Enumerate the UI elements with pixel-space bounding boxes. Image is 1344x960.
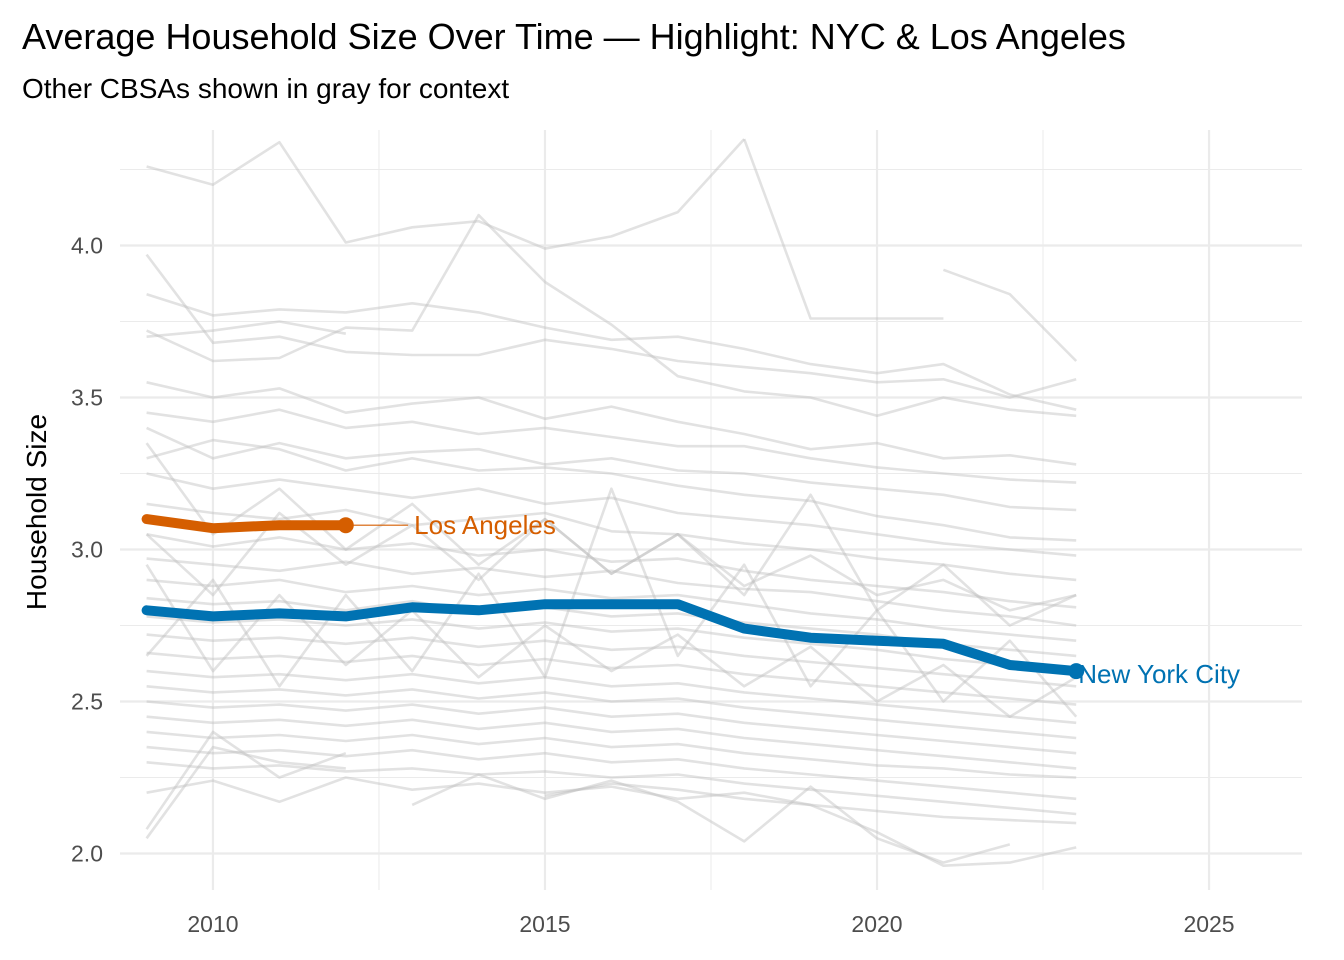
y-axis-title: Household Size [21, 414, 52, 610]
x-tick-label: 2020 [851, 911, 902, 937]
context-series-line [146, 426, 1077, 512]
context-series-line [146, 700, 1077, 755]
context-series-line [146, 438, 1077, 542]
context-series-line [146, 292, 1077, 411]
context-series-line [146, 213, 1077, 418]
series-labels: Los Angeles New York City [345, 510, 1240, 689]
chart-subtitle: Other CBSAs shown in gray for context [22, 73, 510, 104]
context-series-line [146, 715, 1077, 770]
context-series-line [145, 487, 1078, 718]
context-series-line [742, 138, 944, 320]
los-angeles-label: Los Angeles [414, 510, 556, 540]
context-series-line [146, 578, 1077, 642]
x-tick-label: 2025 [1183, 911, 1234, 937]
y-tick-label: 2.5 [71, 689, 103, 715]
highlight-series-group [141, 514, 1085, 680]
new-york-city-series-line [141, 599, 1082, 677]
context-series-line [146, 138, 746, 250]
context-series-line [145, 253, 1077, 399]
context-series-line [146, 502, 1077, 582]
context-series-line [146, 557, 1077, 627]
context-series-line [146, 472, 1077, 557]
x-tick-label: 2015 [519, 911, 570, 937]
grid-lines [120, 130, 1302, 890]
y-tick-label: 2.0 [71, 841, 103, 867]
context-series-line [146, 381, 1077, 466]
context-series-line [146, 685, 1077, 740]
context-series-line [146, 320, 347, 338]
context-series-line [146, 651, 1077, 706]
new-york-city-end-point [1068, 663, 1085, 680]
new-york-city-label: New York City [1078, 659, 1240, 689]
chart-title: Average Household Size Over Time — Highl… [22, 16, 1126, 57]
context-series-line [146, 633, 1077, 688]
context-series-line [411, 773, 1011, 864]
context-series-line [146, 730, 1077, 779]
context-series-line [145, 730, 347, 830]
context-series-line [146, 615, 1077, 673]
context-series-line [145, 493, 1077, 627]
y-tick-label: 4.0 [71, 233, 103, 259]
context-series-line [544, 782, 1077, 868]
context-series-line [146, 745, 1077, 801]
context-series-line [146, 776, 1077, 825]
context-series-line [146, 761, 1077, 816]
y-tick-label: 3.5 [71, 385, 103, 411]
context-series-line [146, 669, 1077, 725]
axes: 2010 2015 2020 2025 2.0 2.5 3.0 3.5 4.0 [71, 233, 1235, 937]
context-series-line [146, 533, 1077, 609]
los-angeles-series-line [141, 514, 351, 534]
context-series-line [145, 442, 1077, 612]
context-series-group [145, 138, 1078, 868]
context-series-line [942, 268, 1078, 362]
y-tick-label: 3.0 [71, 537, 103, 563]
x-tick-label: 2010 [187, 911, 238, 937]
context-series-line [145, 745, 346, 840]
context-series-line [146, 408, 1077, 484]
